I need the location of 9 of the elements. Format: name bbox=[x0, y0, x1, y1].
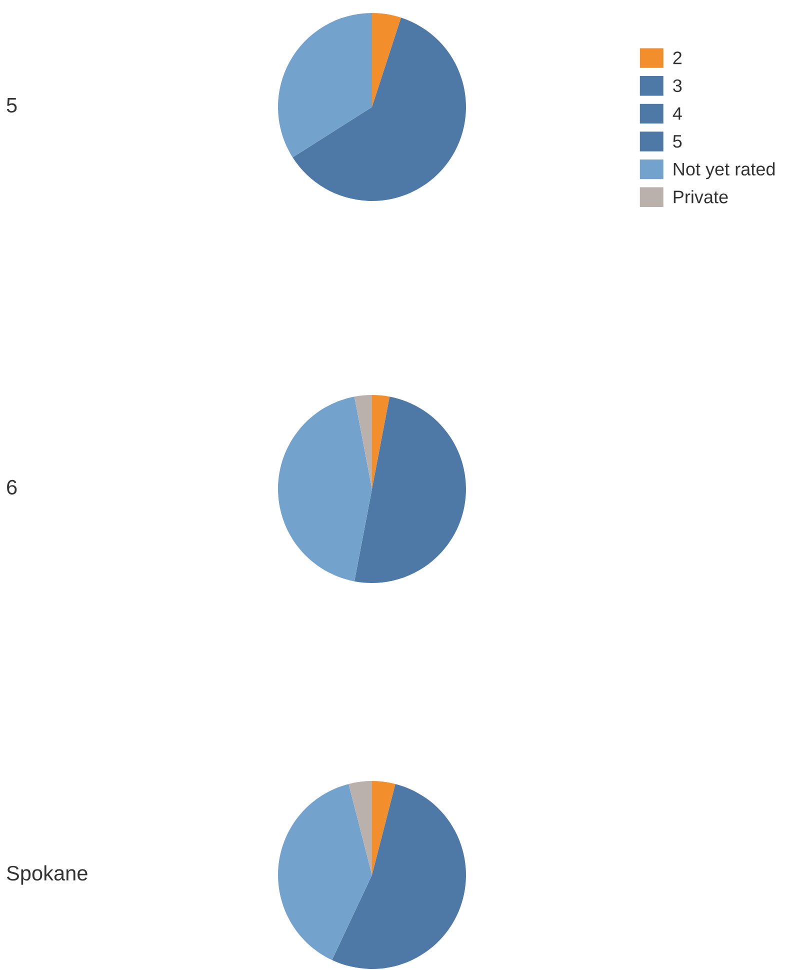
slice-label: 6 bbox=[7, 480, 17, 495]
legend-label: Private bbox=[674, 190, 728, 204]
legend-label: 3 bbox=[673, 79, 682, 92]
slice-label: Spokane bbox=[6, 865, 88, 885]
legend-label: 5 bbox=[673, 135, 682, 148]
legend-label: Not yet rated bbox=[674, 162, 775, 180]
legend-label: 4 bbox=[672, 107, 682, 120]
legend-label: 2 bbox=[673, 52, 682, 64]
category-label: 5 bbox=[6, 98, 17, 113]
